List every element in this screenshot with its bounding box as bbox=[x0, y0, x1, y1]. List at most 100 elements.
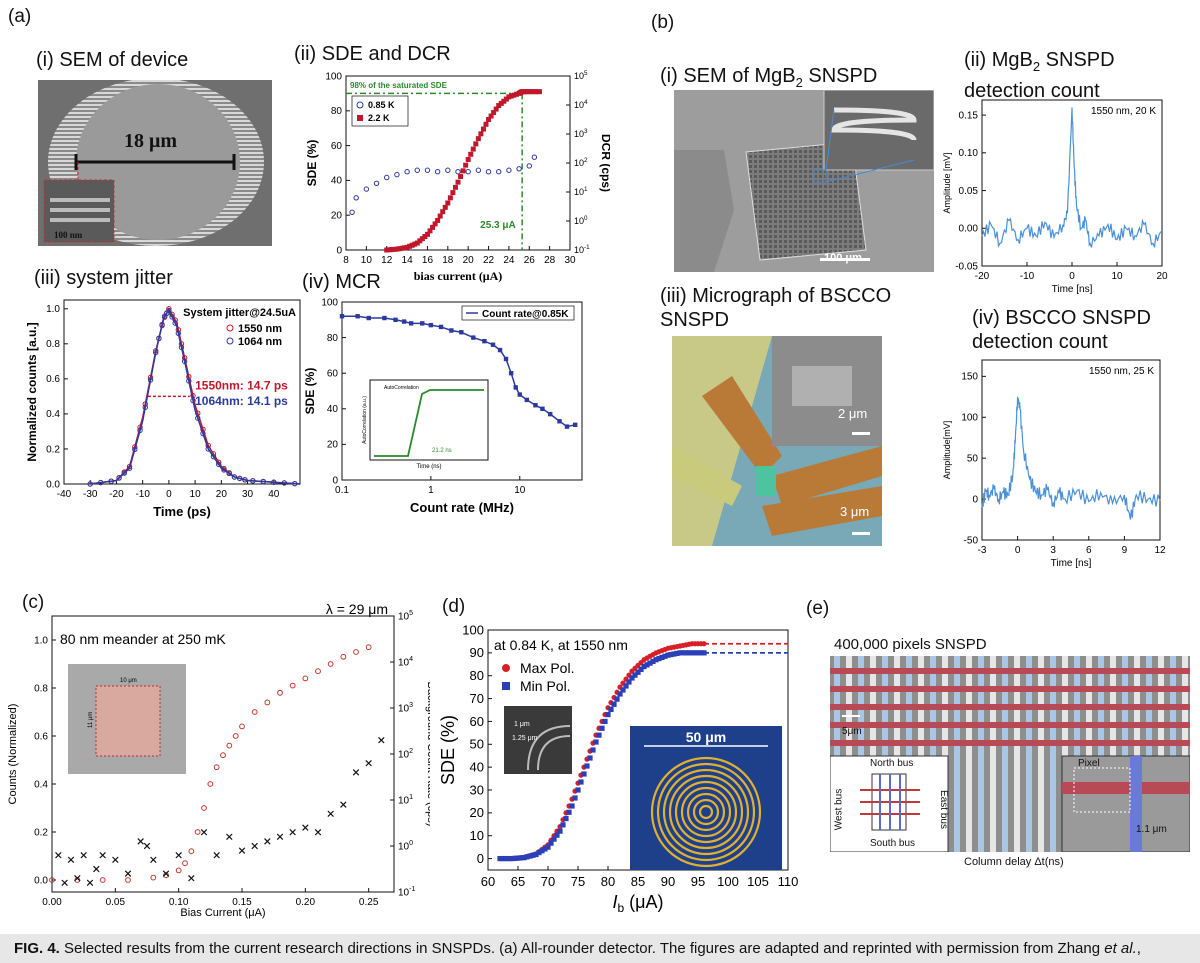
figure-caption: FIG. 4. Selected results from the curren… bbox=[0, 934, 1200, 963]
y2-tick-label: 105 bbox=[574, 70, 588, 81]
data-point-2.2K bbox=[478, 131, 484, 137]
x-tick-label: -40 bbox=[57, 489, 72, 500]
east-bus-label: East bus bbox=[937, 790, 949, 829]
data-point-2.2K bbox=[391, 246, 397, 252]
background-rate-point bbox=[314, 828, 322, 836]
panel-c-label: (c) bbox=[22, 592, 45, 613]
sde-point bbox=[527, 853, 533, 859]
y-tick-label: 90 bbox=[470, 645, 484, 660]
legend-marker bbox=[226, 324, 234, 332]
y-tick-label: 50 bbox=[470, 737, 484, 752]
y-tick-label: 100 bbox=[321, 297, 338, 308]
sde-point bbox=[629, 675, 635, 681]
background-rate-point bbox=[352, 769, 360, 776]
x-tick-label: 75 bbox=[571, 874, 585, 889]
jitter-point bbox=[137, 427, 143, 434]
x-tick-label: 10 bbox=[190, 489, 202, 500]
mcr-point bbox=[355, 314, 360, 319]
y-tick-label: 60 bbox=[470, 714, 484, 729]
y-tick-label: 1.0 bbox=[46, 304, 60, 315]
plot-frame bbox=[341, 301, 583, 481]
y-axis-label: Amplitude [mV] bbox=[942, 152, 952, 213]
sde-point bbox=[584, 763, 590, 769]
background-rate-point bbox=[251, 842, 258, 850]
y-tick-label: 0.2 bbox=[34, 827, 48, 838]
caption-text: Selected results from the current resear… bbox=[59, 940, 1105, 957]
data-point-2.2K bbox=[407, 243, 413, 249]
x-tick-label: 100 bbox=[717, 874, 739, 889]
spiral-ring bbox=[686, 792, 726, 832]
legend-marker bbox=[357, 115, 363, 121]
y-tick-label: 80 bbox=[331, 106, 343, 117]
sde-point bbox=[533, 851, 539, 858]
data-point-0.85K bbox=[526, 163, 532, 169]
data-point-2.2K bbox=[475, 136, 481, 142]
x-tick-label: -20 bbox=[975, 271, 990, 282]
background-rate-point bbox=[378, 736, 385, 744]
pixel-column bbox=[930, 656, 936, 852]
x-tick-label: -10 bbox=[135, 489, 150, 500]
sde-point bbox=[656, 655, 662, 662]
column-delay-xlabel: Column delay Δt(ns) bbox=[964, 856, 1064, 868]
y-axis-label: Counts (Normalized) bbox=[7, 704, 19, 805]
sde-point bbox=[608, 706, 614, 713]
data-point-2.2K bbox=[432, 221, 438, 227]
data-point-2.2K bbox=[480, 126, 486, 132]
y-tick-label: 0.4 bbox=[46, 409, 60, 420]
data-point-0.85K bbox=[516, 166, 522, 172]
chart-mgb2-detection: -20 -10 0 10 20 -0.05 0.00 0.05 0.10 0.15 Time [ns… bbox=[942, 99, 1168, 295]
annotation-1550: 1550nm: 14.7 ps bbox=[195, 378, 288, 392]
counts-point bbox=[365, 644, 372, 651]
counts-point bbox=[49, 877, 55, 883]
y2-tick-label: 102 bbox=[574, 157, 588, 168]
y2-tick-label: 100 bbox=[574, 215, 588, 226]
pixel-column bbox=[882, 656, 888, 852]
panel-a-i-title: (i) SEM of device bbox=[36, 49, 189, 71]
y-tick-label: 20 bbox=[470, 805, 484, 820]
sde-point bbox=[614, 696, 620, 702]
y-tick-label: 0.05 bbox=[959, 186, 979, 197]
mcr-point bbox=[382, 315, 387, 321]
x-tick-label: 110 bbox=[778, 874, 799, 889]
jitter-point bbox=[181, 358, 188, 365]
y-tick-label: 40 bbox=[327, 404, 339, 415]
jitter-point bbox=[292, 480, 298, 487]
data-point-0.85K bbox=[475, 167, 482, 173]
spiral-ring bbox=[656, 762, 756, 862]
data-point-0.85K bbox=[363, 186, 370, 192]
jitter-point bbox=[200, 430, 206, 437]
counts-point bbox=[194, 829, 201, 835]
chart-counts-vs-bias: 0.00 0.05 0.10 0.15 0.20 0.25 0.0 0.2 0.4 0.6 0.8 1… bbox=[7, 601, 430, 919]
chart-annotation: 1550 nm, 25 K bbox=[1089, 366, 1154, 377]
sem-scale-label: 18 μm bbox=[124, 130, 177, 152]
sde-point bbox=[521, 855, 527, 861]
y-tick-label: 0.0 bbox=[34, 875, 48, 886]
sde-point bbox=[620, 687, 626, 693]
background-rate-point bbox=[61, 879, 68, 887]
sde-point bbox=[650, 658, 656, 665]
spiral-ring bbox=[668, 774, 744, 850]
x-tick-label: 0.20 bbox=[296, 897, 316, 908]
data-point-0.85K bbox=[353, 195, 359, 201]
y-tick-label: 0.8 bbox=[46, 339, 60, 350]
x-tick-label: -20 bbox=[109, 489, 124, 500]
x-tick-label: 6 bbox=[1086, 545, 1092, 556]
background-rate-point bbox=[74, 874, 81, 882]
y-tick-label: 20 bbox=[331, 211, 343, 222]
mcr-point bbox=[428, 322, 434, 328]
mcr-point bbox=[420, 321, 425, 326]
mcr-point bbox=[401, 319, 407, 324]
data-point-0.85K bbox=[394, 171, 400, 178]
y-tick-label: 1.0 bbox=[34, 635, 48, 646]
jitter-point bbox=[216, 461, 222, 468]
counts-point bbox=[175, 867, 182, 874]
legend-entry: 0.85 K bbox=[368, 100, 395, 110]
y-tick-label: 20 bbox=[327, 440, 339, 451]
pixel-column bbox=[1002, 656, 1008, 852]
bscco-scale-1: 2 μm bbox=[838, 406, 868, 421]
counts-point bbox=[150, 874, 157, 881]
background-rate-point bbox=[93, 865, 100, 873]
data-point-2.2K bbox=[447, 195, 453, 201]
y-tick-label: 30 bbox=[470, 782, 484, 797]
spiral-ring bbox=[674, 780, 738, 844]
